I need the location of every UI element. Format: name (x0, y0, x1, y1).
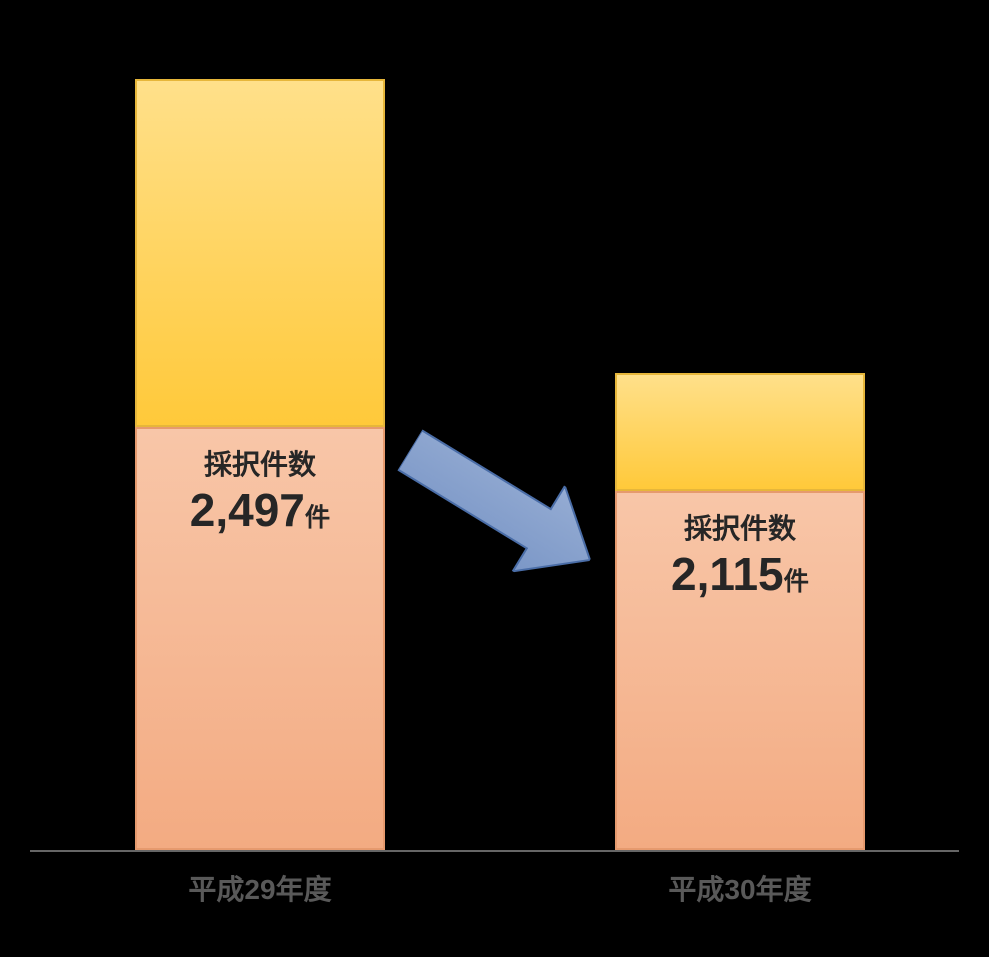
bar-value-label: 採択件数2,497件 (135, 447, 385, 540)
bar-value-number: 2,497 (190, 484, 305, 536)
x-axis-baseline (30, 850, 959, 852)
bar-value-suffix: 件 (305, 504, 330, 532)
bar-value-label: 採択件数2,115件 (615, 511, 865, 604)
x-axis-category-label: 平成29年度 (60, 868, 460, 908)
bar-value-number: 2,115 (671, 548, 784, 600)
bar-value-line: 2,115件 (615, 546, 865, 604)
trend-arrow-icon (384, 407, 616, 602)
bar-upper (615, 373, 865, 492)
bar-value-line: 2,497件 (135, 482, 385, 540)
bar-value-title: 採択件数 (615, 511, 865, 546)
x-axis-category-label: 平成30年度 (540, 868, 940, 908)
bar-upper (135, 79, 385, 427)
bar-value-suffix: 件 (784, 568, 809, 596)
bar-value-title: 採択件数 (135, 447, 385, 482)
